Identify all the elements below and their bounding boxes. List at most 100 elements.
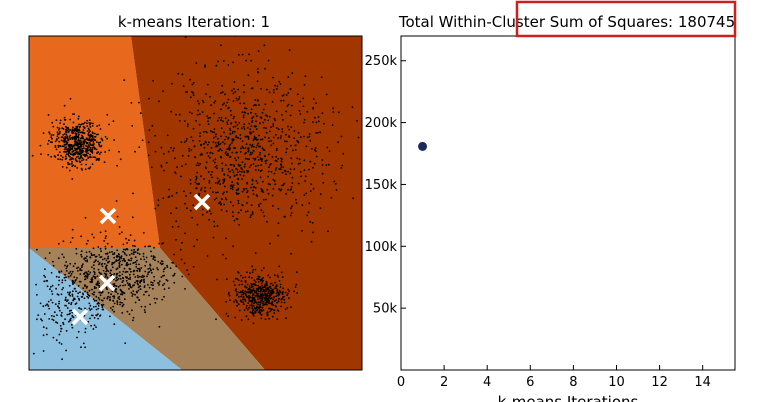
data-point [222, 120, 224, 122]
data-point [97, 280, 99, 283]
data-point [58, 302, 60, 305]
data-point [50, 155, 53, 158]
data-point [259, 151, 262, 154]
data-point [303, 135, 305, 138]
data-point [285, 192, 288, 195]
data-point [204, 166, 207, 169]
data-point [56, 139, 58, 141]
data-point [120, 290, 123, 293]
data-point [134, 245, 136, 248]
data-point [90, 122, 92, 124]
data-point [234, 91, 237, 93]
data-point [99, 247, 102, 250]
data-point [245, 286, 248, 289]
data-point [241, 283, 243, 286]
data-point [280, 157, 283, 160]
data-point [86, 122, 88, 125]
data-point [119, 301, 122, 304]
data-point [216, 119, 219, 122]
data-point [275, 110, 278, 113]
data-point [290, 126, 293, 128]
data-point [94, 135, 97, 138]
data-point [198, 123, 201, 126]
data-point [148, 129, 151, 132]
data-point [68, 284, 71, 287]
data-point [273, 117, 276, 120]
data-point [135, 263, 138, 266]
data-point [79, 268, 82, 270]
data-point [136, 267, 139, 270]
data-point [267, 298, 270, 301]
data-point [178, 120, 181, 122]
data-point [88, 302, 91, 305]
data-point [284, 291, 287, 294]
data-point [220, 44, 222, 47]
data-point [91, 266, 93, 268]
data-point [57, 146, 60, 149]
data-point [72, 121, 75, 124]
data-point [241, 298, 244, 301]
data-point [116, 301, 119, 304]
data-point [86, 125, 89, 127]
data-point [300, 175, 302, 178]
data-point [296, 292, 299, 294]
data-point [183, 190, 185, 193]
data-point [266, 303, 268, 306]
data-point [111, 251, 113, 253]
data-point [281, 171, 284, 174]
data-point [70, 137, 73, 139]
data-point [284, 215, 286, 218]
data-point [75, 130, 78, 133]
data-point [56, 322, 59, 324]
data-point [93, 287, 96, 290]
data-point [103, 297, 106, 300]
data-point [242, 301, 245, 304]
data-point [82, 123, 85, 125]
data-point [202, 130, 205, 133]
data-point [287, 292, 289, 295]
data-point [136, 259, 138, 262]
data-point [84, 327, 87, 330]
data-point [59, 130, 61, 133]
data-point [237, 156, 240, 159]
data-point [219, 183, 222, 186]
data-point [227, 293, 230, 295]
data-point [277, 293, 280, 296]
data-point [247, 288, 250, 291]
data-point [98, 262, 101, 264]
data-point [85, 151, 88, 154]
data-point [171, 82, 173, 85]
data-point [254, 165, 257, 168]
data-point [259, 303, 262, 306]
data-point [166, 134, 169, 137]
data-point [260, 160, 263, 163]
data-point [276, 288, 279, 291]
data-point [147, 141, 150, 144]
data-point [255, 104, 257, 107]
data-point [113, 252, 116, 254]
data-point [72, 137, 75, 140]
data-point [243, 84, 245, 87]
data-point [229, 129, 232, 132]
data-point [262, 309, 265, 312]
data-point [269, 242, 271, 245]
data-point [242, 303, 245, 306]
data-point [121, 293, 124, 296]
data-point [253, 299, 256, 301]
data-point [252, 299, 254, 302]
data-point [105, 252, 107, 255]
data-point [232, 61, 234, 64]
data-point [277, 300, 280, 303]
data-point [232, 139, 235, 142]
data-point [144, 270, 147, 273]
data-point [244, 163, 246, 166]
data-point [64, 279, 67, 282]
right-chart-title: Total Within-Cluster Sum of Squares: 180… [398, 13, 735, 31]
data-point [225, 198, 228, 201]
data-point [98, 157, 101, 160]
data-point [237, 178, 240, 181]
data-point [148, 294, 150, 297]
data-point [142, 252, 145, 255]
data-point [259, 287, 262, 290]
